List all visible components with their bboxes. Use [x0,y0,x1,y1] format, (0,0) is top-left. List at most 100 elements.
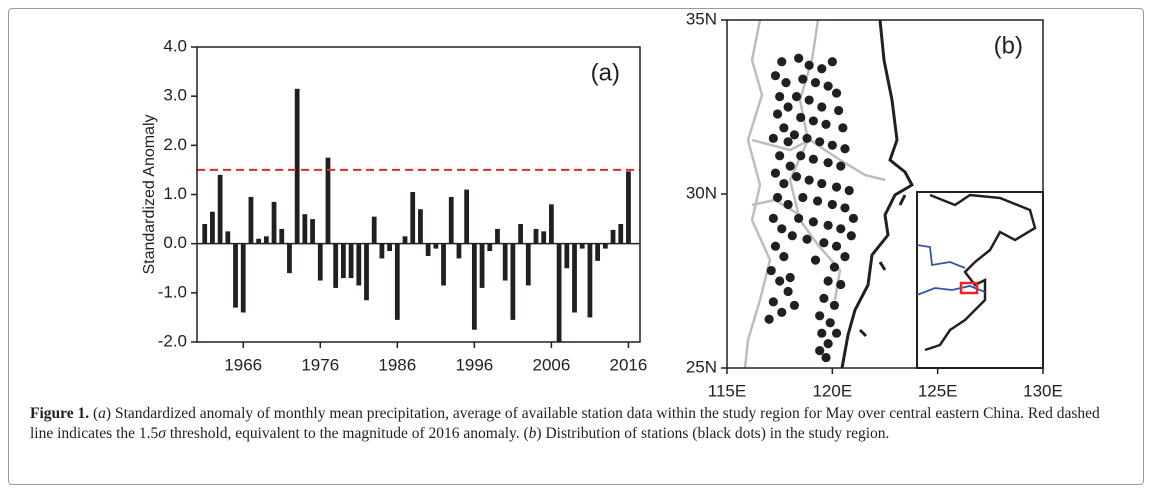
bar [333,243,339,288]
panel-label: (a) [591,59,620,86]
bar [448,196,454,244]
station-dot [796,151,806,161]
station-dot [831,182,842,192]
bar [364,243,369,301]
bar [294,88,300,244]
figure-border [8,8,1144,485]
y-tick-label: 1.0 [163,184,187,203]
station-dot [823,81,833,91]
station-dot [798,192,808,203]
station-dot [831,88,842,98]
bar [325,157,331,244]
station-dot [789,130,800,140]
bar [302,214,308,244]
bar [518,224,523,244]
station-dot [768,297,778,307]
inset-map [916,191,1044,369]
caption-text: (a) Standardized anomaly of monthly mean… [30,405,1100,442]
station-dot [817,328,827,338]
bar [471,243,477,330]
caption-part: b [528,425,537,442]
station-dot [817,102,827,112]
x-tick-label: 1996 [455,355,493,374]
bar [549,204,554,244]
station-dot [810,255,821,265]
caption-label: Figure 1. [30,405,90,422]
station-dot [770,241,781,251]
bar [456,243,462,259]
caption-part: ) Standardized anomaly of monthly mean p… [30,405,1100,442]
station-dot [823,158,833,168]
y-tick-label: 35N [686,9,717,28]
y-tick-label: 0.0 [163,233,187,252]
caption-part: a [98,405,106,422]
bar [410,192,416,244]
station-dot [836,161,846,171]
bar [533,228,539,244]
station-dot [775,276,785,286]
bar [202,224,208,244]
x-tick-label: 2006 [532,355,570,374]
station-dot [823,276,833,286]
station-dot [827,199,837,210]
x-tick-label: 120E [812,381,852,400]
station-dot [817,64,827,74]
station-dot [844,185,854,196]
station-dot [772,192,783,203]
bar [579,243,585,249]
bar [626,171,631,244]
y-tick-label: 3.0 [163,86,187,105]
bar [233,243,238,308]
caption: Figure 1. (a) Standardized anomaly of mo… [30,404,1125,444]
bar [425,243,431,256]
station-dot [785,272,795,283]
x-tick-label: 1986 [378,355,416,374]
station-dot [823,339,833,349]
station-dot [796,112,806,123]
bar [541,231,547,244]
bar [340,243,346,279]
station-dot [829,300,840,310]
bar [256,238,262,244]
station-dot [802,133,812,143]
station-dot [840,144,850,154]
station-dot [840,203,850,213]
bar [348,243,354,279]
panel-label: (b) [994,32,1023,59]
station-dot [779,123,789,133]
station-dot [846,231,856,241]
station-dot [812,196,823,206]
station-dot [764,314,774,324]
station-dot [794,53,804,63]
station-dot [840,252,850,262]
y-tick-label: 30N [686,183,717,202]
station-dot [815,346,825,356]
station-dot [798,74,808,84]
station-dot [810,78,821,88]
station-dot [831,241,842,251]
bar [287,243,292,274]
bar [217,174,223,244]
station-dot [834,105,844,116]
station-dot [804,95,814,105]
x-tick-label: 1976 [301,355,339,374]
bar [433,243,439,249]
station-dot [848,213,859,223]
y-tick-label: -2.0 [158,331,187,350]
station-dot [768,133,778,143]
station-dot [772,109,783,119]
station-dot [808,116,818,126]
station-dot [777,307,787,317]
bar [525,243,531,286]
bar [587,243,593,318]
station-dot [802,234,812,244]
y-tick-label: 2.0 [163,135,187,154]
map-boundaries [743,19,915,369]
station-dot [815,311,825,321]
station-dot [783,199,793,210]
y-tick-label: 4.0 [163,36,187,55]
station-dot [791,91,802,102]
station-dot [766,265,776,276]
bar [379,243,385,259]
station-dot [808,217,818,227]
